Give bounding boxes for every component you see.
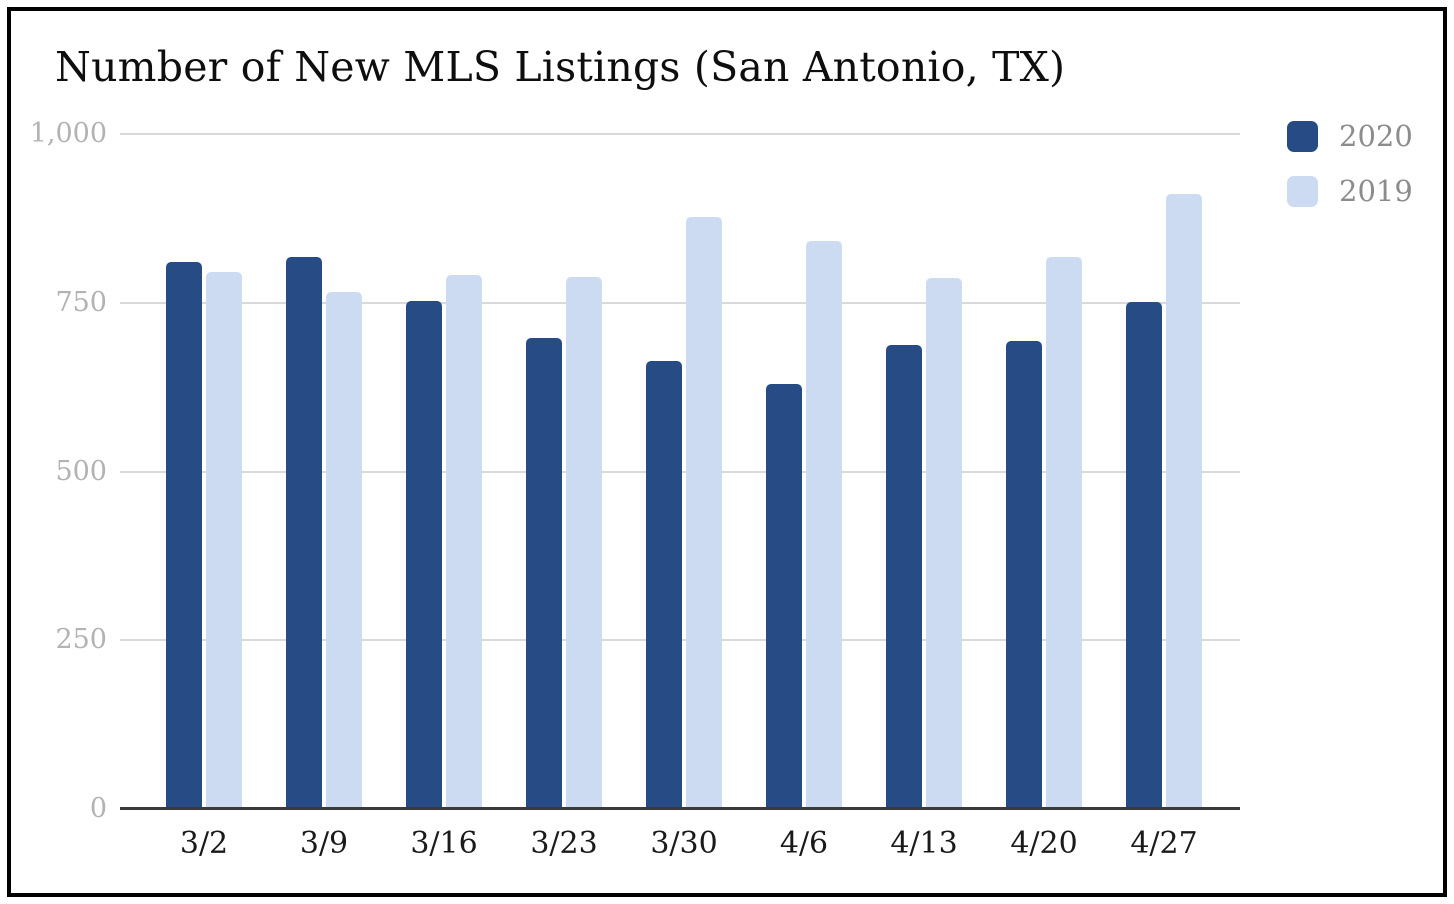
bar-2019-4-27 <box>1166 194 1202 809</box>
x-tick-label-3-16: 3/16 <box>410 826 478 861</box>
bar-group-3-2 <box>166 134 242 809</box>
bar-2020-4-13 <box>886 344 922 809</box>
bar-2020-4-20 <box>1006 340 1042 809</box>
bar-2020-4-6 <box>766 383 802 809</box>
x-tick-label-4-27: 4/27 <box>1130 826 1198 861</box>
y-tick-label-750: 750 <box>55 286 107 318</box>
bar-2019-4-6 <box>806 240 842 809</box>
bar-2020-3-30 <box>646 361 682 809</box>
x-axis-line <box>120 807 1240 810</box>
x-tick-label-3-30: 3/30 <box>650 826 718 861</box>
bar-2020-3-9 <box>286 256 322 809</box>
x-axis-labels: 3/2 3/9 3/16 3/23 3/30 4/6 4/13 4/20 4/27 <box>120 826 1240 870</box>
bar-2019-3-30 <box>686 217 722 809</box>
x-tick-label-4-6: 4/6 <box>779 826 829 861</box>
chart-title: Number of New MLS Listings (San Antonio,… <box>55 43 1066 91</box>
bar-2019-3-2 <box>206 272 242 809</box>
legend-item-2020: 2020 <box>1287 121 1413 152</box>
bar-2020-4-27 <box>1126 302 1162 809</box>
legend-label-2020: 2020 <box>1339 119 1413 153</box>
legend-swatch-2019 <box>1287 176 1318 207</box>
bar-group-4-27 <box>1126 134 1202 809</box>
legend-label-2019: 2019 <box>1339 174 1413 208</box>
bar-2019-3-16 <box>446 275 482 809</box>
y-tick-label-0: 0 <box>89 793 107 824</box>
bar-group-4-20 <box>1006 134 1082 809</box>
bar-group-3-30 <box>646 134 722 809</box>
gridline-1000 <box>120 133 1240 135</box>
bar-2020-3-23 <box>526 337 562 809</box>
legend-swatch-2020 <box>1287 121 1318 152</box>
x-tick-label-4-13: 4/13 <box>890 826 958 861</box>
bar-2019-3-23 <box>566 277 602 809</box>
bar-2019-4-20 <box>1046 256 1082 809</box>
y-tick-label-500: 500 <box>55 455 107 487</box>
bar-2020-3-2 <box>166 262 202 809</box>
chart-frame: Number of New MLS Listings (San Antonio,… <box>7 7 1447 897</box>
y-tick-label-1000: 1,000 <box>29 118 107 149</box>
x-tick-label-3-2: 3/2 <box>179 826 229 861</box>
plot-area: 1,000 750 500 250 0 <box>30 119 1240 824</box>
bar-2019-3-9 <box>326 291 362 809</box>
bar-group-4-13 <box>886 134 962 809</box>
bar-group-3-9 <box>286 134 362 809</box>
x-tick-label-3-9: 3/9 <box>299 826 349 861</box>
y-tick-label-250: 250 <box>55 624 107 656</box>
bar-2020-3-16 <box>406 300 442 809</box>
legend-item-2019: 2019 <box>1287 176 1413 207</box>
bar-2019-4-13 <box>926 277 962 809</box>
gridline-750 <box>120 301 1240 304</box>
bar-group-3-23 <box>526 134 602 809</box>
x-tick-label-4-20: 4/20 <box>1010 826 1078 861</box>
legend: 2020 2019 <box>1287 121 1413 207</box>
bar-group-3-16 <box>406 134 482 809</box>
x-tick-label-3-23: 3/23 <box>530 826 598 861</box>
bar-group-4-6 <box>766 134 842 809</box>
